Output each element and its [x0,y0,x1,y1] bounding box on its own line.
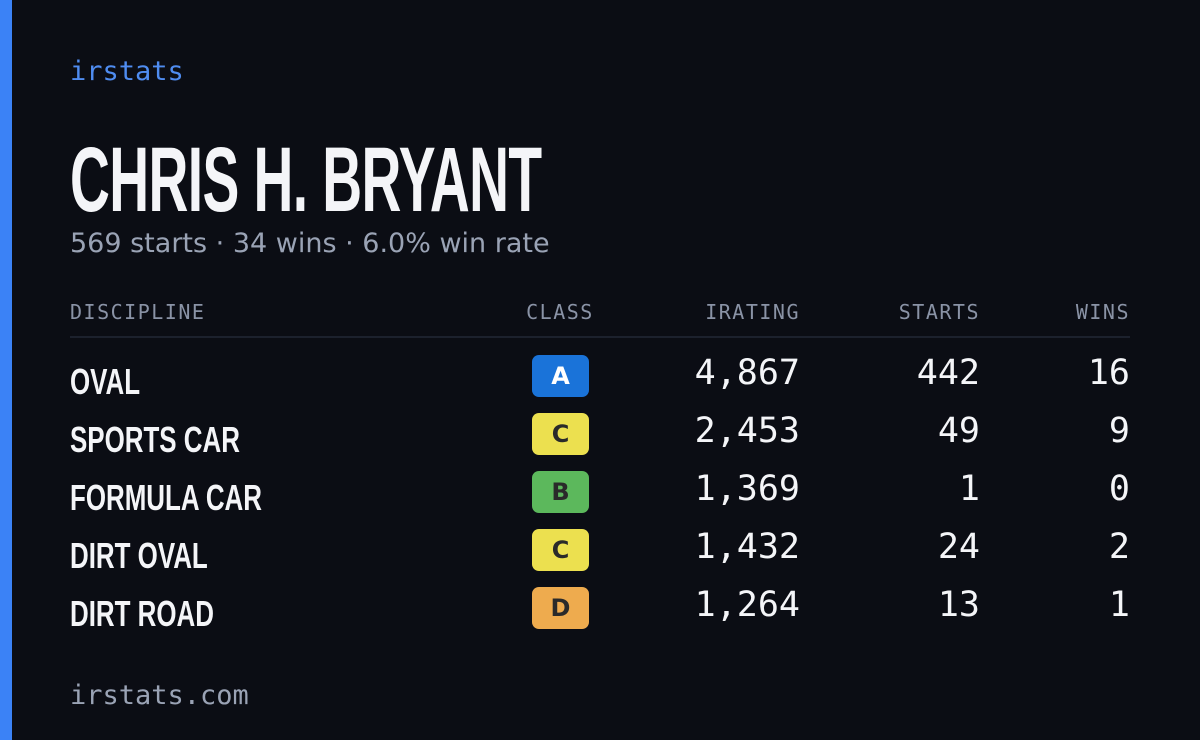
wins: 1 [1108,585,1130,625]
column-header: WINS [1075,300,1130,324]
wins: 16 [1087,353,1130,393]
irating: 1,264 [694,585,800,625]
starts: 442 [916,353,980,393]
discipline: SPORTS CAR [70,419,240,460]
starts: 1 [958,469,980,509]
irating: 1,369 [694,469,800,509]
class-badge: A [532,355,589,397]
irating: 4,867 [694,353,800,393]
starts: 24 [937,527,980,567]
wins: 9 [1108,411,1130,451]
class-badge: C [532,413,589,455]
driver-name: CHRIS H. BRYANT [70,129,542,231]
footer: irstats.com [70,680,249,711]
class-badge: C [532,529,589,571]
irating: 1,432 [694,527,800,567]
summary: 569 starts · 34 wins · 6.0% win rate [70,228,550,259]
wins: 0 [1108,469,1130,509]
column-header: DISCIPLINE [70,300,206,324]
column-header: IRATING [705,300,800,324]
starts: 49 [937,411,980,451]
discipline: DIRT ROAD [70,593,214,634]
brand: irstats [70,56,184,87]
discipline: FORMULA CAR [70,477,262,518]
class-badge: B [532,471,589,513]
starts: 13 [937,585,980,625]
wins: 2 [1108,527,1130,567]
discipline: DIRT OVAL [70,535,208,576]
discipline: OVAL [70,361,141,402]
irating: 2,453 [694,411,800,451]
column-header: CLASS [526,300,594,324]
class-badge: D [532,587,589,629]
column-header: STARTS [898,300,980,324]
header-rule [70,336,1130,338]
accent-bar [0,0,12,740]
